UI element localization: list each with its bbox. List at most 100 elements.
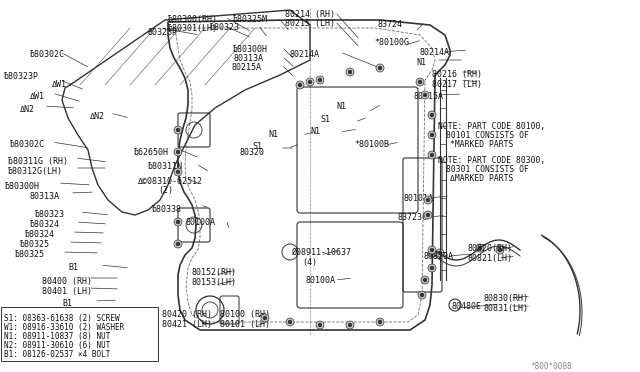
Text: (2): (2) [158,186,173,195]
Text: 80101 (LH): 80101 (LH) [220,320,270,329]
Text: ƀ80311G (RH): ƀ80311G (RH) [8,157,68,166]
Text: 80153(LH): 80153(LH) [192,278,237,287]
Text: 80400 (RH): 80400 (RH) [42,277,92,286]
Text: 80301 CONSISTS OF: 80301 CONSISTS OF [446,165,529,174]
Circle shape [428,151,436,159]
Circle shape [296,81,304,89]
Text: N1: N1 [268,130,278,139]
Circle shape [378,320,382,324]
Text: 80820(RH): 80820(RH) [468,244,513,253]
Text: ƀ80312G(LH): ƀ80312G(LH) [8,167,63,176]
Text: ΔW1: ΔW1 [52,80,67,89]
Circle shape [424,211,432,219]
Text: ƀ80325: ƀ80325 [15,250,45,259]
Circle shape [478,246,482,250]
Text: (4): (4) [302,258,317,267]
Circle shape [263,316,267,320]
Text: 80320: 80320 [240,148,265,157]
Circle shape [376,318,384,326]
Circle shape [416,78,424,86]
Circle shape [498,248,502,252]
Text: ƀ80324: ƀ80324 [30,220,60,229]
Circle shape [430,248,434,252]
Circle shape [418,80,422,84]
Text: Δ©08310-62512: Δ©08310-62512 [138,177,203,186]
Text: ƀ80311N: ƀ80311N [148,162,183,171]
Text: 80421 (LH): 80421 (LH) [162,320,212,329]
Text: W1: 08916-33610 (2) WASHER: W1: 08916-33610 (2) WASHER [4,323,124,332]
Text: 80214A: 80214A [420,48,450,57]
Circle shape [286,318,294,326]
Text: 80313A: 80313A [30,192,60,201]
Circle shape [376,64,384,72]
Circle shape [423,93,427,97]
Text: N2: 08911-30610 (6) NUT: N2: 08911-30610 (6) NUT [4,341,110,350]
Text: B1: 08126-02537 ×4 BOLT: B1: 08126-02537 ×4 BOLT [4,350,110,359]
Circle shape [430,266,434,270]
Text: 80480E: 80480E [452,302,482,311]
Text: 80323P: 80323P [148,28,178,37]
Text: 80100A: 80100A [185,218,215,227]
Text: ƀ80300H: ƀ80300H [5,182,40,191]
Text: 80420 (RH): 80420 (RH) [162,310,212,319]
Text: ƀ62650H: ƀ62650H [134,148,169,157]
Text: ΔN2: ΔN2 [90,112,105,121]
Circle shape [174,168,182,176]
Circle shape [174,126,182,134]
Circle shape [306,78,314,86]
Circle shape [346,321,354,329]
Text: *80100B: *80100B [354,140,389,149]
Circle shape [318,78,322,82]
Text: 80821(LH): 80821(LH) [468,254,513,263]
Circle shape [176,150,180,154]
Text: ƀ80301(LH): ƀ80301(LH) [168,24,218,33]
Text: ƀ80324: ƀ80324 [25,230,55,239]
Circle shape [430,251,434,255]
Circle shape [346,68,354,76]
Circle shape [428,264,436,272]
Text: ΔMARKED PARTS: ΔMARKED PARTS [450,174,513,183]
Circle shape [288,320,292,324]
Circle shape [423,278,427,282]
Text: ƀ80323: ƀ80323 [210,23,240,32]
Text: Ø08911-10637: Ø08911-10637 [292,248,352,257]
Text: S1: S1 [320,115,330,124]
Text: 80216 (RH): 80216 (RH) [432,70,482,79]
Circle shape [418,291,426,299]
Text: 80152(RH): 80152(RH) [192,268,237,277]
Circle shape [174,218,182,226]
Circle shape [426,213,430,217]
Text: *80100G: *80100G [374,38,409,47]
Circle shape [298,83,302,87]
Text: 80313A: 80313A [233,54,263,63]
Circle shape [261,314,269,322]
Circle shape [316,321,324,329]
Text: ƀ80323: ƀ80323 [35,210,65,219]
Text: S1: S1 [252,142,262,151]
Circle shape [308,80,312,84]
Circle shape [430,113,434,117]
Circle shape [316,76,324,84]
Text: ƀ80302C: ƀ80302C [30,50,65,59]
Circle shape [476,244,484,252]
Circle shape [348,323,352,327]
Text: ƀ80325M: ƀ80325M [233,15,268,24]
Text: ƀ80338: ƀ80338 [152,205,182,214]
Text: 80215A: 80215A [414,92,444,101]
Text: N1: N1 [310,127,320,136]
Text: N1: 08911-10837 (8) NUT: N1: 08911-10837 (8) NUT [4,332,110,341]
Circle shape [496,246,504,254]
Circle shape [176,242,180,246]
Circle shape [421,276,429,284]
Text: NOTE: PART CODE 80100,: NOTE: PART CODE 80100, [438,122,545,131]
Circle shape [430,133,434,137]
Circle shape [428,246,436,254]
Text: ΔN2: ΔN2 [20,105,35,114]
Text: 80215A: 80215A [232,63,262,72]
Circle shape [318,323,322,327]
Text: ƀ80325: ƀ80325 [20,240,50,249]
Circle shape [436,249,444,257]
Circle shape [426,198,430,202]
Circle shape [430,153,434,157]
Text: *800*0088: *800*0088 [530,362,572,371]
